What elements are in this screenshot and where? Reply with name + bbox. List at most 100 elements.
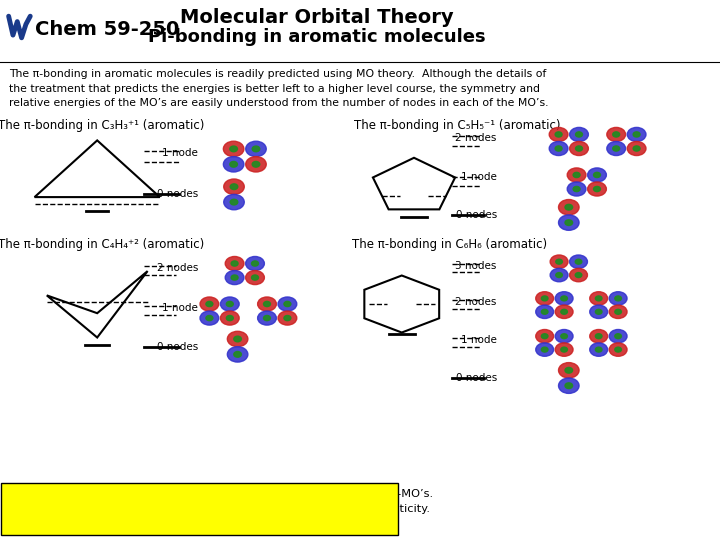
Text: 0 nodes: 0 nodes — [456, 373, 497, 383]
Circle shape — [575, 132, 582, 137]
Circle shape — [590, 329, 608, 343]
Circle shape — [559, 215, 579, 231]
Circle shape — [536, 329, 554, 343]
Circle shape — [615, 347, 621, 352]
FancyBboxPatch shape — [1, 483, 398, 535]
Text: The π-bonding in aromatic molecules is readily predicted using MO theory.  Altho: The π-bonding in aromatic molecules is r… — [9, 69, 548, 108]
Circle shape — [230, 161, 238, 167]
Circle shape — [575, 273, 582, 278]
Circle shape — [556, 273, 562, 278]
Text: 2 nodes: 2 nodes — [456, 133, 497, 143]
Circle shape — [633, 132, 640, 137]
Circle shape — [573, 186, 580, 192]
Circle shape — [284, 315, 291, 321]
Circle shape — [570, 268, 588, 282]
Circle shape — [226, 315, 233, 321]
Text: 0 nodes: 0 nodes — [456, 210, 497, 220]
Circle shape — [264, 315, 271, 321]
Circle shape — [231, 275, 238, 280]
Circle shape — [565, 220, 572, 226]
Circle shape — [206, 301, 213, 307]
Circle shape — [556, 259, 562, 264]
Circle shape — [224, 179, 244, 194]
Circle shape — [541, 296, 548, 301]
Circle shape — [223, 157, 244, 172]
Circle shape — [555, 329, 573, 343]
Text: The π-bonding in C₄H₄⁺² (aromatic): The π-bonding in C₄H₄⁺² (aromatic) — [0, 238, 204, 251]
Circle shape — [570, 255, 588, 268]
Text: 1 node: 1 node — [162, 148, 198, 158]
Circle shape — [593, 186, 600, 192]
Circle shape — [206, 315, 213, 321]
Circle shape — [246, 157, 266, 172]
Circle shape — [627, 141, 646, 156]
Circle shape — [573, 172, 580, 178]
Circle shape — [252, 146, 260, 152]
Circle shape — [251, 275, 258, 280]
Circle shape — [559, 378, 579, 394]
Text: The π-bonding in C₆H₆ (aromatic): The π-bonding in C₆H₆ (aromatic) — [352, 238, 548, 251]
Circle shape — [565, 367, 572, 373]
Circle shape — [228, 331, 248, 347]
Circle shape — [231, 261, 238, 266]
Circle shape — [615, 309, 621, 314]
Circle shape — [284, 301, 291, 307]
Text: 0 nodes: 0 nodes — [157, 190, 198, 199]
Circle shape — [278, 297, 297, 311]
Circle shape — [224, 194, 244, 210]
Circle shape — [252, 161, 260, 167]
Circle shape — [246, 271, 264, 285]
Circle shape — [609, 343, 627, 356]
Circle shape — [607, 141, 626, 156]
Circle shape — [613, 146, 620, 151]
Circle shape — [609, 292, 627, 305]
Circle shape — [559, 199, 579, 215]
Circle shape — [246, 256, 264, 271]
Circle shape — [226, 301, 233, 307]
Circle shape — [234, 336, 241, 342]
Circle shape — [555, 146, 562, 151]
Circle shape — [541, 347, 548, 352]
Text: Molecular Orbital Theory: Molecular Orbital Theory — [180, 8, 454, 27]
Circle shape — [555, 305, 573, 319]
Text: The π-bonding in C₅H₅⁻¹ (aromatic): The π-bonding in C₅H₅⁻¹ (aromatic) — [354, 119, 560, 132]
Circle shape — [575, 146, 582, 151]
Text: Aromatic compounds must have a completely filled set of bonding π-MO’s.
This is : Aromatic compounds must have a completel… — [7, 489, 433, 514]
Circle shape — [595, 334, 602, 339]
Circle shape — [613, 132, 620, 137]
Circle shape — [607, 127, 626, 141]
Text: 2 nodes: 2 nodes — [157, 263, 198, 273]
Circle shape — [593, 172, 600, 178]
Circle shape — [561, 296, 567, 301]
Circle shape — [550, 268, 568, 282]
Text: Chem 59-250: Chem 59-250 — [35, 20, 179, 39]
Circle shape — [220, 311, 239, 325]
Circle shape — [615, 334, 621, 339]
Circle shape — [595, 347, 602, 352]
Circle shape — [555, 292, 573, 305]
Circle shape — [567, 182, 586, 196]
Text: 1 node: 1 node — [162, 303, 198, 313]
Circle shape — [220, 297, 239, 311]
Circle shape — [223, 141, 244, 157]
Circle shape — [536, 305, 554, 319]
Circle shape — [536, 343, 554, 356]
Text: The π-bonding in C₃H₃⁺¹ (aromatic): The π-bonding in C₃H₃⁺¹ (aromatic) — [0, 119, 204, 132]
Text: 1 node: 1 node — [461, 335, 497, 345]
Circle shape — [565, 204, 572, 210]
Circle shape — [541, 309, 548, 314]
Circle shape — [633, 146, 640, 151]
Circle shape — [200, 297, 219, 311]
Text: 2 nodes: 2 nodes — [456, 298, 497, 307]
Circle shape — [561, 347, 567, 352]
Circle shape — [228, 347, 248, 362]
Circle shape — [590, 292, 608, 305]
Circle shape — [565, 383, 572, 389]
Circle shape — [575, 259, 582, 264]
Circle shape — [246, 141, 266, 157]
Circle shape — [609, 305, 627, 319]
Circle shape — [258, 311, 276, 325]
Text: 1 node: 1 node — [461, 172, 497, 182]
Circle shape — [230, 199, 238, 205]
Text: 0 nodes: 0 nodes — [157, 342, 198, 352]
